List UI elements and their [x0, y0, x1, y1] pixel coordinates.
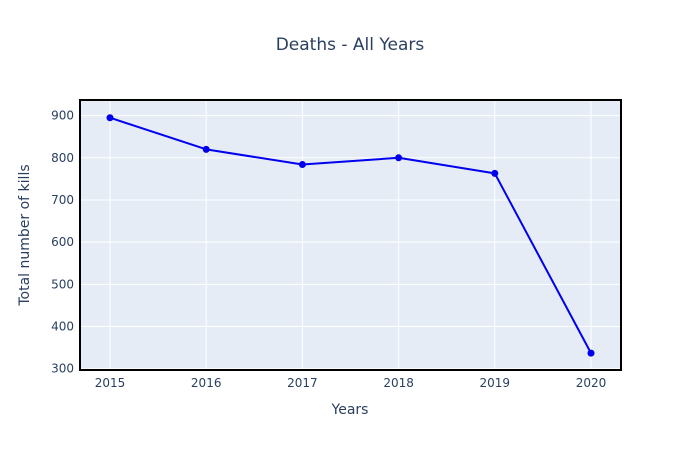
x-tick-label: 2016: [191, 376, 222, 390]
x-axis-ticks: 2015 2016 2017 2018 2019 2020: [95, 376, 607, 390]
y-tick-label: 500: [51, 277, 74, 291]
y-tick-label: 800: [51, 151, 74, 165]
y-tick-label: 600: [51, 235, 74, 249]
y-axis-title: Total number of kills: [17, 164, 33, 306]
y-tick-label: 900: [51, 109, 74, 123]
y-axis-ticks: 300 400 500 600 700 800 900: [51, 109, 74, 376]
gridlines: [80, 100, 621, 370]
x-axis-title: Years: [331, 402, 369, 418]
plot-frame: [79, 99, 622, 371]
x-tick-label: 2018: [383, 376, 414, 390]
data-point[interactable]: [202, 145, 210, 153]
x-tick-label: 2020: [576, 376, 607, 390]
data-point[interactable]: [106, 114, 114, 122]
series-layer: [106, 114, 595, 357]
y-tick-label: 300: [51, 362, 74, 376]
y-tick-label: 400: [51, 320, 74, 334]
x-tick-label: 2017: [287, 376, 318, 390]
x-tick-label: 2019: [480, 376, 511, 390]
data-point[interactable]: [298, 161, 306, 169]
data-point[interactable]: [587, 349, 595, 357]
y-tick-label: 700: [51, 193, 74, 207]
series-line: [109, 116, 592, 354]
data-point[interactable]: [395, 154, 403, 162]
data-point[interactable]: [491, 169, 499, 177]
chart-title: Deaths - All Years: [276, 35, 425, 55]
plot-area: [80, 100, 621, 370]
x-tick-label: 2015: [95, 376, 126, 390]
